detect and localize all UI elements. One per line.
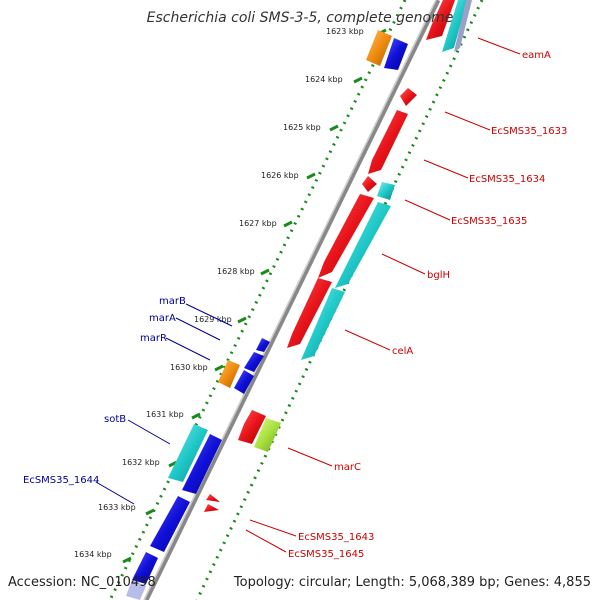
label-eamA[interactable]: eamA <box>522 50 551 61</box>
scale-line-inner <box>108 0 407 600</box>
tick-labels: 1623 kbp 1624 kbp 1625 kbp 1626 kbp 1627… <box>74 27 364 559</box>
gene-marB[interactable] <box>256 338 270 352</box>
forward-strand-features <box>204 0 472 512</box>
gene-eamA-cyan[interactable] <box>442 0 467 52</box>
tick-label-1631: 1631 kbp <box>146 410 184 419</box>
gene-bglH-red[interactable] <box>318 194 374 278</box>
label-celA[interactable]: celA <box>392 346 413 357</box>
label-marR[interactable]: marR <box>140 333 167 344</box>
gene-EcSMS35_1634[interactable] <box>368 110 408 174</box>
tick-label-1623: 1623 kbp <box>326 27 364 36</box>
map-title: Escherichia coli SMS-3-5, complete genom… <box>146 10 454 26</box>
gene-EcSMS35_1635[interactable] <box>377 182 395 200</box>
reverse-label-lines <box>95 303 233 505</box>
tick-label-1630: 1630 kbp <box>170 363 208 372</box>
gene-blue-bottom[interactable] <box>132 552 158 584</box>
gene-EcSMS35_1643[interactable] <box>206 494 220 502</box>
label-marC[interactable]: marC <box>334 462 361 473</box>
reverse-labels: marB marA marR sotB EcSMS35_1644 <box>23 296 186 486</box>
tick-label-1627: 1627 kbp <box>239 219 277 228</box>
tick-label-1633: 1633 kbp <box>98 503 136 512</box>
tick-label-1624: 1624 kbp <box>305 75 343 84</box>
label-EcSMS35_1633[interactable]: EcSMS35_1633 <box>491 126 567 137</box>
gene-blue-top[interactable] <box>384 38 408 70</box>
gene-orange-marR[interactable] <box>218 360 240 388</box>
genome-backbone <box>143 0 441 600</box>
forward-labels: eamA EcSMS35_1633 EcSMS35_1634 EcSMS35_1… <box>288 50 567 560</box>
gene-eamA[interactable] <box>426 0 455 40</box>
gene-sotB-blue[interactable] <box>182 434 222 494</box>
scale-line-outer <box>195 0 484 600</box>
tick-label-1626: 1626 kbp <box>261 171 299 180</box>
label-EcSMS35_1635[interactable]: EcSMS35_1635 <box>451 216 527 227</box>
label-EcSMS35_1645[interactable]: EcSMS35_1645 <box>288 549 364 560</box>
label-EcSMS35_1644[interactable]: EcSMS35_1644 <box>23 475 99 486</box>
reverse-strand-features <box>126 30 408 600</box>
gene-EcSMS35_1644[interactable] <box>150 496 190 552</box>
gene-bglH[interactable] <box>335 202 391 288</box>
gene-EcSMS35_1633[interactable] <box>400 88 417 106</box>
gene-EcSMS35_1645[interactable] <box>204 504 219 512</box>
accession-text: Accession: NC_010498 <box>8 575 156 590</box>
label-EcSMS35_1634[interactable]: EcSMS35_1634 <box>469 174 545 185</box>
gene-orange-top[interactable] <box>366 30 392 66</box>
label-bglH[interactable]: bglH <box>427 270 450 281</box>
gene-marC-red[interactable] <box>238 410 266 444</box>
label-marB[interactable]: marB <box>159 296 186 307</box>
gene-eamA-slate <box>454 0 472 52</box>
forward-label-lines <box>245 37 521 553</box>
label-sotB[interactable]: sotB <box>104 414 126 425</box>
gene-marC[interactable] <box>254 418 281 452</box>
label-marA[interactable]: marA <box>149 313 176 324</box>
gene-marA[interactable] <box>244 352 264 372</box>
gene-celA[interactable] <box>301 288 345 360</box>
genome-summary-text: Topology: circular; Length: 5,068,389 bp… <box>233 575 591 590</box>
gene-slate-bottom <box>126 580 146 600</box>
tick-label-1629: 1629 kbp <box>194 315 232 324</box>
gene-marR[interactable] <box>234 370 254 394</box>
tick-label-1628: 1628 kbp <box>217 267 255 276</box>
tick-label-1632: 1632 kbp <box>122 458 160 467</box>
tick-label-1634: 1634 kbp <box>74 550 112 559</box>
gene-sotB[interactable] <box>168 424 208 482</box>
tick-label-1625: 1625 kbp <box>283 123 321 132</box>
gene-red-small[interactable] <box>362 176 377 192</box>
gene-celA-red[interactable] <box>287 278 332 348</box>
label-EcSMS35_1643[interactable]: EcSMS35_1643 <box>298 532 374 543</box>
